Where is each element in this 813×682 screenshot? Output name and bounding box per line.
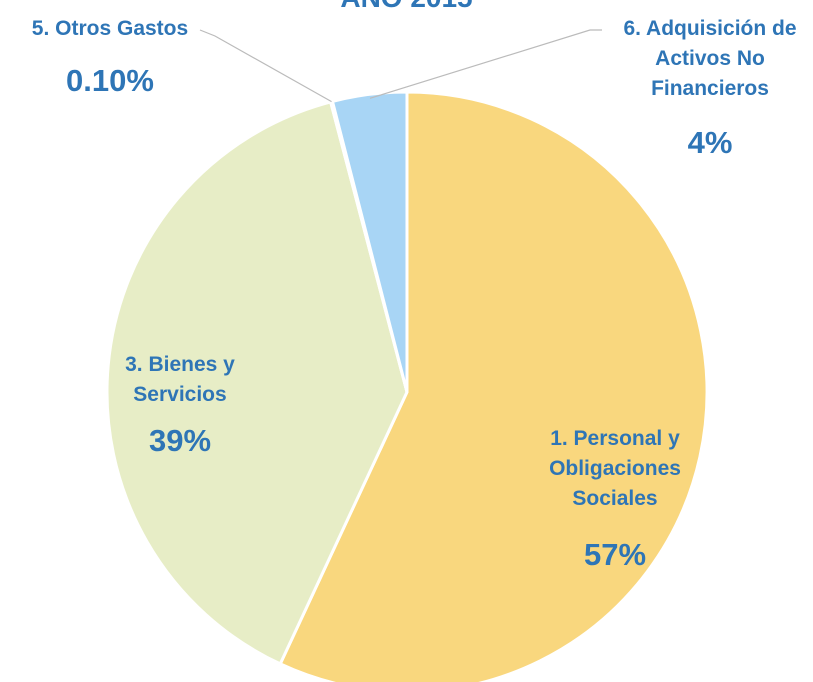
slice-label: 3. Bienes y Servicios bbox=[125, 353, 235, 406]
slice-value: 57% bbox=[583, 537, 647, 572]
slice-value: 39% bbox=[148, 423, 212, 458]
slice-label: 5. Otros Gastos bbox=[31, 17, 189, 40]
leader-line bbox=[369, 29, 602, 99]
leader-line bbox=[199, 29, 332, 103]
slice-value: 0.10% bbox=[66, 63, 154, 98]
slice-label: 6. Adquisición de Activos No Financieros bbox=[623, 17, 797, 100]
pie-slice bbox=[330, 90, 409, 393]
slice-label: 1. Personal y Obligaciones Sociales bbox=[549, 427, 681, 510]
chart-title: AÑO 2015 bbox=[0, 0, 813, 14]
pie-slice bbox=[278, 90, 709, 682]
pie-slice bbox=[105, 100, 409, 666]
slice-value: 4% bbox=[687, 125, 733, 160]
